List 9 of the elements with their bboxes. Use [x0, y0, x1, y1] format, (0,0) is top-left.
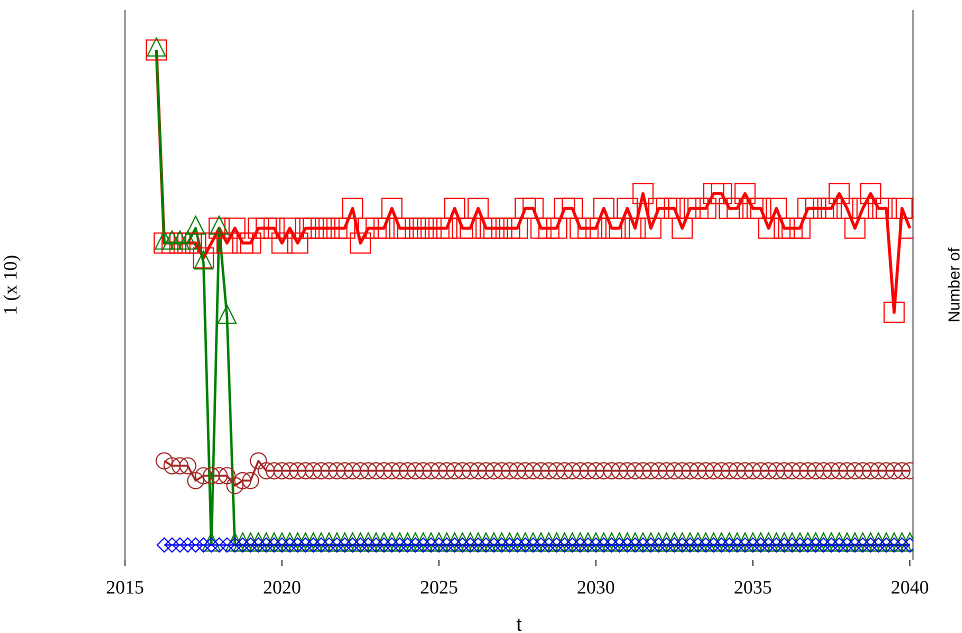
x-axis-title: t	[516, 615, 522, 633]
y-axis-title: 1 (x 10)	[0, 254, 22, 316]
x-tick-label: 2040	[890, 577, 929, 598]
x-tick-label: 2035	[734, 577, 772, 598]
y2-axis-title: Number of	[946, 247, 962, 322]
x-tick-label: 2025	[420, 577, 458, 598]
x-tick-label: 2015	[106, 577, 144, 598]
x-tick-label: 2030	[576, 577, 615, 598]
x-tick-label: 2020	[262, 577, 301, 598]
